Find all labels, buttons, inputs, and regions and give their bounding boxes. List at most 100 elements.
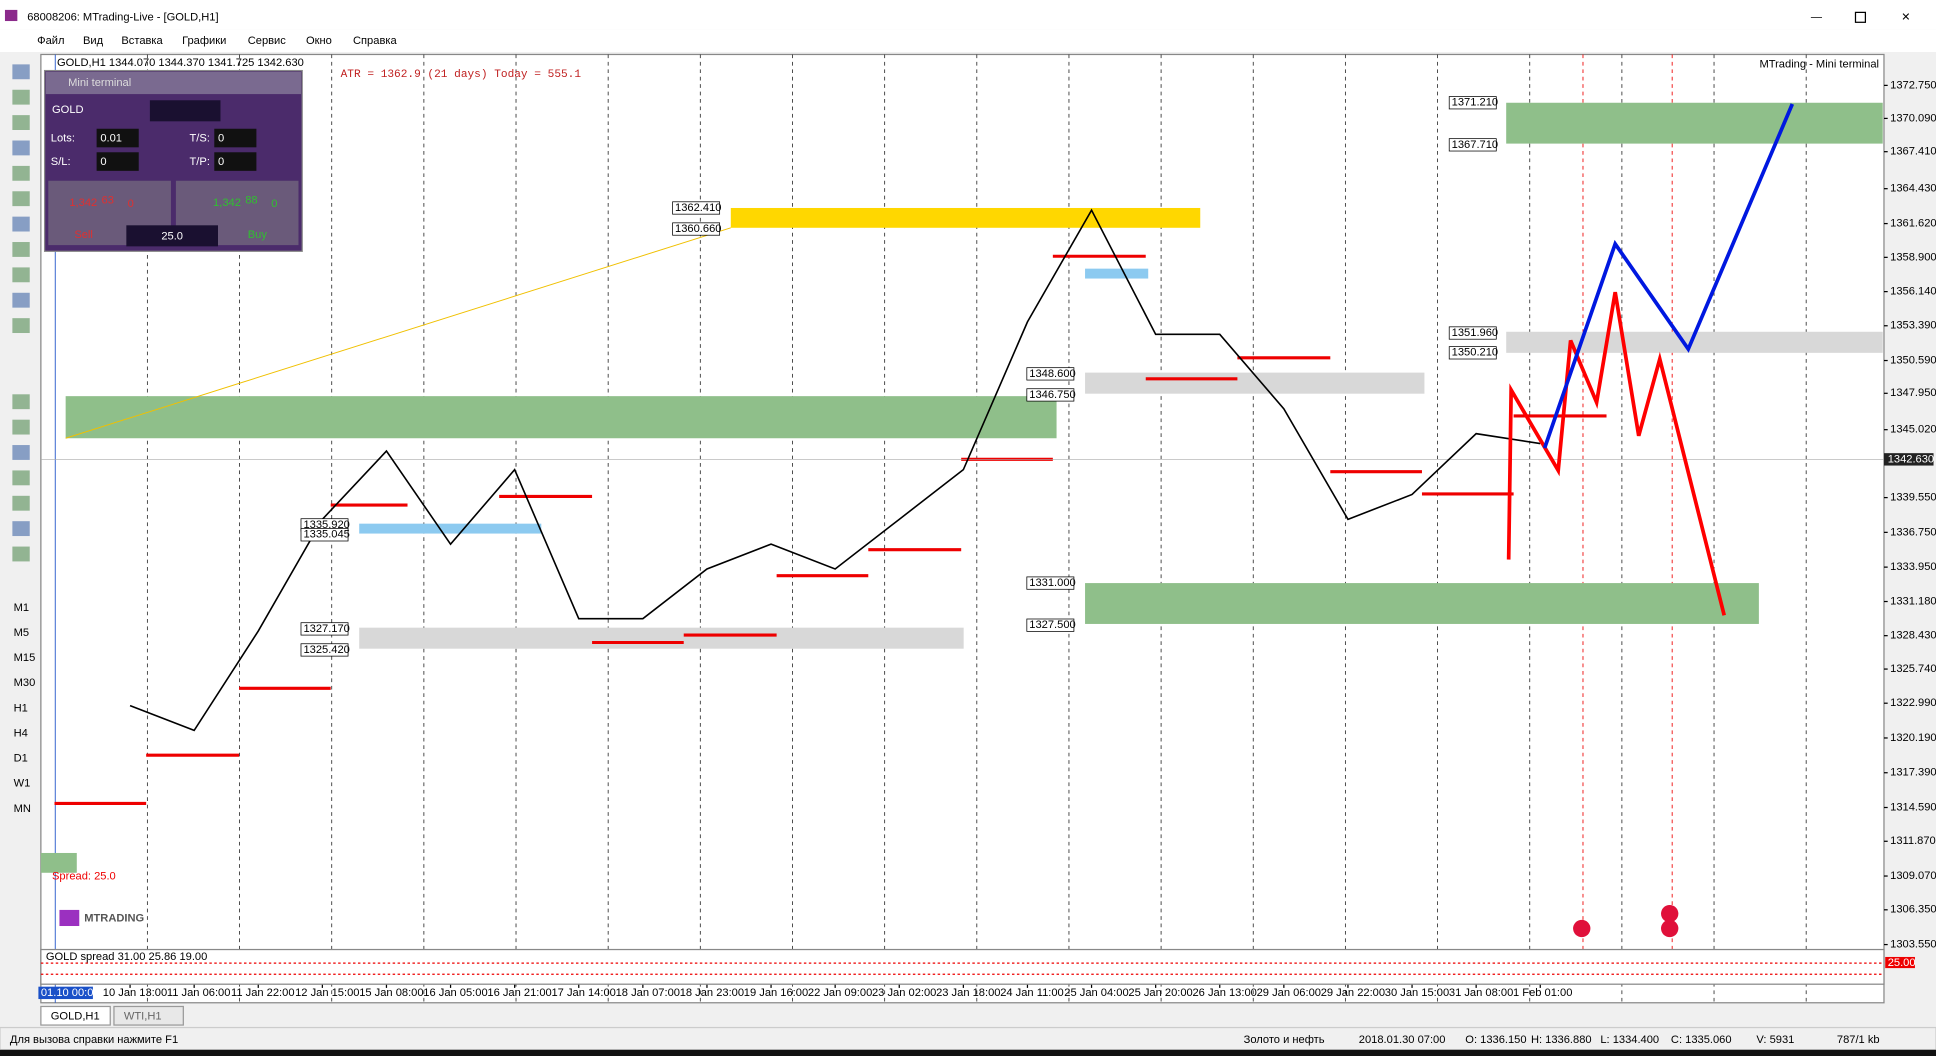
tool-icon[interactable] xyxy=(12,165,30,181)
timeframe[interactable]: H1 xyxy=(14,702,28,714)
zones xyxy=(40,102,1883,873)
trendline xyxy=(65,227,731,439)
indicator-value: 25.00 xyxy=(1888,957,1916,969)
tool-icon[interactable] xyxy=(12,292,30,308)
menu-item[interactable]: Сервис xyxy=(248,35,287,47)
level-label: 1362.410 xyxy=(675,202,721,214)
ts-input[interactable] xyxy=(214,128,257,148)
y-tick-label: 1303.550 xyxy=(1890,939,1936,951)
toolbar xyxy=(7,54,38,823)
level-label: 1350.210 xyxy=(1452,347,1498,359)
maximize[interactable] xyxy=(1854,11,1867,23)
x-tick-label: 11 Jan 22:00 xyxy=(231,987,295,999)
tool-icon[interactable] xyxy=(12,546,30,562)
tool-icon[interactable] xyxy=(12,89,30,105)
plot: 1372.750 1370.090 1367.410 1364.430 1361.620… xyxy=(40,79,1936,999)
spread: 25.0 xyxy=(161,230,183,242)
tool-icon[interactable] xyxy=(12,191,30,207)
timeframe[interactable]: M1 xyxy=(14,602,29,614)
menu-item[interactable]: Вид xyxy=(83,35,104,47)
y-tick-label: 1331.180 xyxy=(1890,595,1936,607)
tool-icon[interactable] xyxy=(12,64,30,80)
tabs: GOLD,H1 WTI,H1 xyxy=(40,1005,184,1026)
spread-box xyxy=(126,225,219,247)
tool-icon[interactable] xyxy=(12,216,30,232)
y-tick-label: 1372.750 xyxy=(1890,79,1936,91)
x-tick-label: 16 Jan 05:00 xyxy=(423,987,487,999)
level-box xyxy=(1026,367,1075,381)
mini-terminal-title: Mini terminal xyxy=(68,77,131,89)
zone xyxy=(1506,331,1883,353)
minimize[interactable]: — xyxy=(1811,11,1823,23)
x-tick-label: 19 Jan 16:00 xyxy=(744,987,808,999)
x-tick-label: 10 Jan 13:00 xyxy=(103,987,167,999)
buy-small: 1,342 xyxy=(213,197,241,209)
tool-icon[interactable] xyxy=(12,140,30,156)
menu-item[interactable]: Окно xyxy=(306,35,332,47)
tab[interactable] xyxy=(113,1005,184,1026)
tool-icon[interactable] xyxy=(12,394,30,410)
tool-icon[interactable] xyxy=(12,115,30,130)
symbol: GOLD xyxy=(52,104,84,116)
menu-item[interactable]: Вставка xyxy=(121,35,163,47)
close[interactable]: ✕ xyxy=(1901,11,1910,23)
level-label: 1331.000 xyxy=(1029,577,1075,589)
tool-icon[interactable] xyxy=(12,470,30,486)
timeframe[interactable]: M15 xyxy=(14,652,36,664)
timeframe[interactable]: M30 xyxy=(14,677,36,689)
zone xyxy=(730,207,1201,228)
menu-item[interactable]: Файл xyxy=(37,35,64,47)
x-tick-label: 26 Jan 13:00 xyxy=(1193,987,1257,999)
timeframe[interactable]: MN xyxy=(14,803,31,815)
level-label: 1346.750 xyxy=(1029,389,1075,401)
x-tick-label: 31 Jan 08:00 xyxy=(1449,987,1513,999)
alert[interactable] xyxy=(1573,919,1591,938)
tool-icon[interactable] xyxy=(12,267,30,283)
tool-icon[interactable] xyxy=(12,419,30,435)
status-high: H: 1336.880 xyxy=(1531,1034,1592,1046)
logo-icon xyxy=(59,909,80,927)
zone xyxy=(40,852,77,873)
timeframe[interactable]: M5 xyxy=(14,627,29,639)
tool-icon[interactable] xyxy=(12,495,30,511)
x-tick-label: 23 Jan 18:00 xyxy=(936,987,1000,999)
tool-icon[interactable] xyxy=(12,445,30,460)
lots: 0.01 xyxy=(100,133,122,145)
zone xyxy=(1506,102,1883,144)
symbol-box[interactable] xyxy=(149,100,221,122)
timeframe[interactable]: H4 xyxy=(14,727,28,739)
indicator-value-box xyxy=(1885,956,1915,969)
status-close: C: 1335.060 xyxy=(1671,1034,1732,1046)
indicator-label: GOLD spread 31.00 25.86 19.00 xyxy=(46,951,207,963)
x-tick-label: 29 Jan 06:00 xyxy=(1257,987,1321,999)
level-label: 1327.500 xyxy=(1029,619,1075,631)
tp-input[interactable] xyxy=(214,152,257,171)
x-tick-label: 30 Jan 15:00 xyxy=(1385,987,1449,999)
y-tick-label: 1345.020 xyxy=(1890,424,1936,436)
timeframe[interactable]: W1 xyxy=(14,778,31,790)
y-tick-label: 1322.990 xyxy=(1890,697,1936,709)
timeframe[interactable]: D1 xyxy=(14,753,28,765)
y-tick-label: 1314.590 xyxy=(1890,801,1936,813)
tool-icon[interactable] xyxy=(12,242,30,257)
tool-icon[interactable] xyxy=(12,318,30,334)
x-tick-label: 12 Jan 15:00 xyxy=(295,987,359,999)
tool-icon[interactable] xyxy=(12,521,30,537)
status-help: Для вызова справки нажмите F1 xyxy=(10,1034,178,1046)
x-tick-label: 24 Jan 11:00 xyxy=(1000,987,1064,999)
x-start: 01.10 00:00 xyxy=(41,987,100,999)
mini-terminal: Mini terminal GOLD Lots: 0.01 T/S: 0 S/L… xyxy=(43,69,303,252)
alert[interactable] xyxy=(1661,919,1679,938)
menu-item[interactable]: Справка xyxy=(353,35,397,47)
tab[interactable] xyxy=(40,1005,111,1026)
level-box xyxy=(672,222,721,236)
x-tick-label: 1 Feb 01:00 xyxy=(1513,987,1572,999)
menu-item[interactable]: Графики xyxy=(182,35,226,47)
sl-input[interactable] xyxy=(96,152,139,171)
alert[interactable] xyxy=(1661,904,1679,923)
lots-input[interactable] xyxy=(96,128,139,148)
zone xyxy=(1085,583,1759,624)
brand: MTrading - Mini terminal xyxy=(1759,58,1879,70)
